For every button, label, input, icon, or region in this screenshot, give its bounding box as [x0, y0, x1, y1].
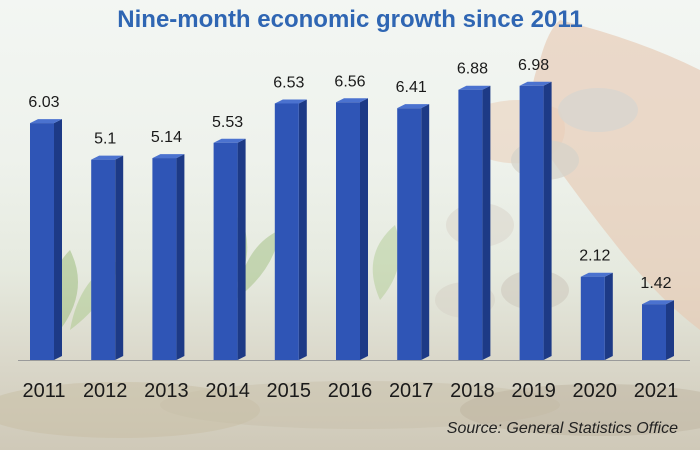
- value-label: 5.53: [212, 114, 243, 131]
- value-label: 2.12: [579, 248, 610, 265]
- chart-title: Nine-month economic growth since 2011: [117, 6, 583, 33]
- bar-side: [482, 85, 491, 360]
- bar-top: [458, 85, 491, 90]
- source-note: Source: General Statistics Office: [446, 420, 678, 437]
- value-label: 1.42: [640, 275, 671, 292]
- bar-front: [336, 102, 360, 361]
- x-tick-label: 2014: [205, 380, 250, 402]
- bar-top: [336, 98, 368, 103]
- value-label: 6.98: [518, 57, 549, 74]
- value-label: 6.41: [396, 79, 427, 96]
- bar-2012: [91, 155, 124, 360]
- bar-2016: [336, 98, 368, 361]
- bar-front: [213, 142, 238, 360]
- bar-2013: [152, 154, 185, 360]
- bar-side: [666, 300, 674, 360]
- bar-top: [213, 138, 246, 143]
- value-label: 6.03: [28, 94, 59, 111]
- bar-side: [115, 155, 124, 360]
- bar-top: [274, 99, 307, 104]
- bar-front: [580, 276, 605, 360]
- bar-front: [642, 304, 666, 360]
- bar-top: [580, 272, 613, 277]
- bar-side: [604, 272, 613, 360]
- bar-side: [54, 119, 62, 360]
- bar-top: [397, 104, 430, 109]
- value-label: 6.53: [273, 74, 304, 91]
- bar-front: [397, 108, 422, 360]
- x-tick-label: 2019: [511, 380, 556, 402]
- bar-top: [152, 154, 185, 159]
- bar-top: [30, 119, 62, 124]
- x-tick-label: 2018: [450, 380, 495, 402]
- bar-top: [642, 300, 674, 305]
- bar-2019: [519, 81, 552, 361]
- bar-top: [91, 155, 124, 160]
- x-tick-label: 2013: [144, 380, 189, 402]
- bar-2018: [458, 85, 491, 360]
- x-tick-label: 2012: [83, 380, 128, 402]
- bar-front: [91, 159, 116, 360]
- bar-2021: [642, 300, 674, 360]
- x-tick-label: 2016: [328, 380, 373, 402]
- bar-top: [519, 81, 552, 86]
- value-label: 5.1: [94, 131, 116, 148]
- bar-front: [274, 103, 299, 360]
- bar-side: [421, 104, 430, 360]
- x-tick-label: 2017: [389, 380, 434, 402]
- bar-side: [298, 99, 307, 360]
- value-label: 6.88: [457, 61, 488, 78]
- value-label: 6.56: [334, 73, 365, 90]
- bar-2011: [30, 119, 62, 360]
- bar-2014: [213, 138, 246, 360]
- bar-side: [360, 98, 368, 361]
- bar-2017: [397, 104, 430, 360]
- x-tick-label: 2020: [573, 380, 618, 402]
- bar-side: [543, 81, 552, 361]
- bar-front: [519, 85, 544, 361]
- x-tick-label: 2015: [267, 380, 312, 402]
- bar-side: [237, 138, 246, 360]
- x-tick-label: 2021: [634, 380, 679, 402]
- bar-2020: [580, 272, 613, 360]
- bar-2015: [274, 99, 307, 360]
- bar-front: [458, 89, 483, 360]
- bar-front: [30, 123, 54, 360]
- value-label: 5.14: [151, 129, 182, 146]
- bar-front: [152, 158, 177, 360]
- bar-side: [176, 154, 185, 360]
- x-tick-label: 2011: [22, 380, 65, 402]
